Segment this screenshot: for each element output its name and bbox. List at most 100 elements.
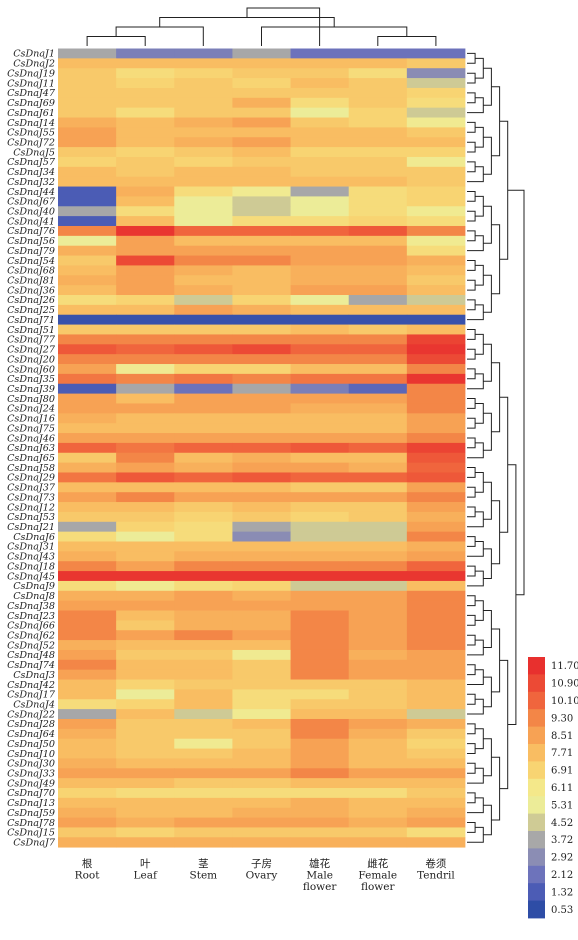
heatmap-cell (348, 531, 408, 542)
legend-swatch (528, 709, 545, 727)
heatmap-cell (406, 600, 466, 611)
heatmap-cell (58, 334, 117, 345)
heatmap-cell (174, 433, 233, 444)
heatmap-cell (58, 225, 117, 237)
row-label: CsDnaJ80 (7, 394, 55, 405)
column-label: flower (361, 881, 396, 893)
heatmap-cell (348, 196, 408, 207)
heatmap-cell (232, 462, 291, 473)
heatmap-cell (116, 324, 175, 335)
heatmap-cell (348, 354, 408, 365)
row-dendrogram-branch (483, 804, 492, 836)
heatmap-cell (348, 482, 408, 493)
heatmap-cell (58, 521, 117, 533)
heatmap-cell (58, 255, 117, 266)
heatmap-cell (290, 452, 350, 464)
heatmap-cell (348, 788, 408, 799)
heatmap-cell (406, 383, 466, 394)
heatmap-cell (232, 689, 291, 700)
heatmap-cell (406, 620, 466, 631)
heatmap-cell (232, 472, 291, 483)
column-label: Stem (190, 870, 218, 882)
heatmap-cell (406, 97, 466, 109)
heatmap-cell (406, 462, 466, 473)
heatmap-cell (290, 314, 350, 325)
heatmap-cell (116, 610, 175, 621)
heatmap-cell (290, 620, 350, 631)
heatmap-cell (406, 295, 466, 306)
heatmap-cell (116, 600, 175, 611)
heatmap-cell (116, 580, 175, 592)
heatmap-cell (174, 206, 233, 217)
heatmap-cell (406, 679, 466, 690)
heatmap-cell (58, 206, 117, 217)
heatmap-cells (58, 48, 466, 848)
heatmap-cell (58, 531, 117, 542)
row-dendrogram-branch (467, 230, 476, 242)
heatmap-cell (58, 699, 117, 710)
heatmap-cell (58, 689, 117, 700)
legend-swatch (528, 900, 545, 919)
heatmap-cell (232, 285, 291, 296)
heatmap-cell (174, 482, 233, 493)
heatmap-cell (348, 452, 408, 464)
row-dendrogram-branch (499, 396, 509, 533)
heatmap-cell (348, 68, 408, 79)
heatmap-cell (116, 186, 175, 197)
heatmap-cell (290, 817, 350, 828)
heatmap-cell (290, 442, 350, 454)
row-label: CsDnaJ15 (7, 828, 55, 839)
heatmap-cell (174, 255, 233, 266)
heatmap-cell (174, 423, 233, 434)
heatmap-cell (406, 452, 466, 464)
row-label: CsDnaJ51 (7, 325, 55, 336)
heatmap-cell (232, 216, 291, 227)
heatmap-cell (116, 689, 175, 700)
heatmap-cell (290, 48, 350, 59)
row-dendrogram-branch (491, 362, 501, 433)
heatmap-cell (348, 620, 408, 631)
heatmap-cell (116, 166, 175, 178)
heatmap-cell (290, 383, 350, 394)
heatmap-cell (232, 551, 291, 562)
heatmap-cell (232, 502, 291, 513)
row-label: CsDnaJ2 (13, 59, 55, 70)
heatmap-cell (290, 107, 350, 118)
heatmap-cell (232, 58, 291, 69)
heatmap-cell (58, 373, 117, 385)
heatmap-cell (116, 403, 175, 414)
heatmap-cell (406, 669, 466, 680)
heatmap-cell (232, 788, 291, 799)
row-dendrogram-branch (475, 472, 484, 493)
heatmap-cell (348, 235, 408, 247)
heatmap-cell (290, 156, 350, 168)
row-label: CsDnaJ79 (7, 246, 55, 257)
heatmap-cell (290, 373, 350, 385)
heatmap-cell (290, 531, 350, 542)
row-dendrogram-branch (467, 565, 476, 577)
heatmap-cell (348, 649, 408, 661)
row-dendrogram-branch (483, 205, 492, 244)
row-dendrogram-branch (475, 195, 484, 217)
heatmap-cell (174, 462, 233, 473)
legend-tick-label: 0.53 (551, 905, 573, 916)
heatmap-cell (116, 452, 175, 464)
row-dendrogram-branch (475, 728, 484, 750)
heatmap-cell (174, 492, 233, 503)
heatmap-cell (174, 58, 233, 69)
heatmap-cell (232, 354, 291, 365)
row-label: CsDnaJ14 (7, 118, 55, 129)
heatmap-cell (232, 738, 291, 749)
heatmap-cell (290, 403, 350, 414)
row-label: CsDnaJ62 (7, 630, 55, 641)
heatmap-cell (232, 117, 291, 128)
heatmap-cell (232, 166, 291, 178)
heatmap-cell (232, 87, 291, 99)
heatmap-cell (348, 679, 408, 690)
column-label: Root (75, 870, 101, 882)
heatmap-cell (232, 225, 291, 237)
heatmap-cell (174, 807, 233, 818)
heatmap-cell (116, 295, 175, 306)
heatmap-cell (232, 511, 291, 523)
column-label: 卷须 (425, 857, 446, 870)
